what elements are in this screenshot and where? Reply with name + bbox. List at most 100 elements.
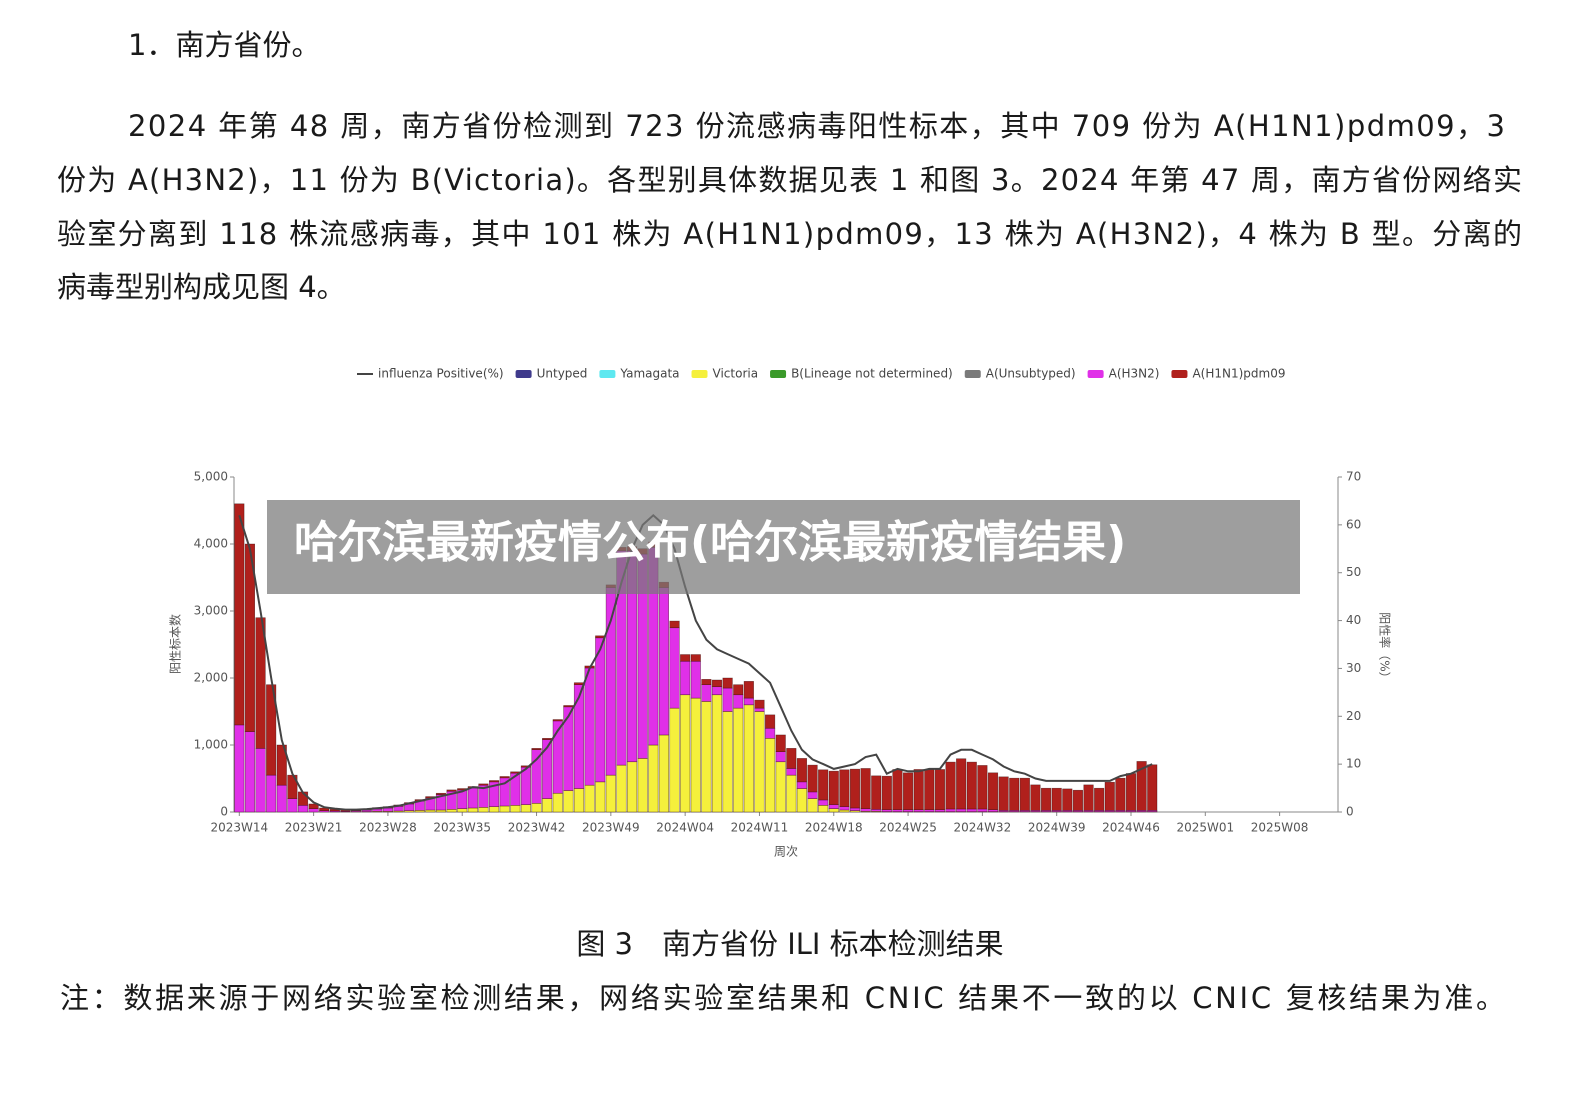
legend-swatch: [1087, 370, 1104, 378]
bar-segment: [701, 679, 712, 686]
bar-segment: [701, 684, 712, 702]
bar-segment: [266, 774, 277, 813]
bar-segment: [658, 587, 670, 736]
bar-segment: [520, 765, 532, 768]
x-tick-label: 2025W01: [1176, 821, 1234, 835]
bar-segment: [605, 774, 616, 813]
bar-segment: [1083, 784, 1094, 811]
y2-axis-title: 阳性率（%）: [1378, 612, 1393, 683]
bar-segment: [520, 766, 532, 805]
bar-segment: [266, 684, 277, 776]
bar-segment: [234, 724, 245, 813]
bar-segment: [499, 805, 510, 813]
bar-segment: [711, 679, 723, 688]
bar-segment: [658, 734, 670, 813]
bar-segment: [871, 775, 882, 810]
bar-segment: [924, 769, 935, 810]
bar-segment: [956, 808, 967, 812]
bar-segment: [1019, 777, 1030, 811]
x-tick-label: 2024W04: [656, 821, 714, 835]
bar-segment: [839, 769, 850, 807]
bar-segment: [807, 791, 818, 799]
paragraph-line: 份为 A(H3N2)，11 份为 B(Victoria)。各型别具体数据见表 1…: [57, 163, 1522, 197]
bar-segment: [902, 809, 914, 812]
legend-label: B(Lineage not determined): [791, 367, 953, 381]
bar-segment: [881, 809, 892, 812]
legend-swatch: [964, 370, 981, 378]
bar-segment: [1136, 761, 1147, 811]
bar-segment: [807, 798, 818, 813]
x-tick-label: 2023W14: [210, 821, 268, 835]
x-tick-label: 2024W32: [954, 821, 1012, 835]
y-tick-label: 2,000: [194, 671, 228, 685]
bar-segment: [457, 808, 468, 813]
bar-segment: [1041, 787, 1052, 811]
bar-segment: [796, 788, 808, 813]
bar-segment: [488, 806, 500, 813]
y2-tick-label: 50: [1346, 565, 1361, 579]
x-tick-label: 2023W42: [508, 821, 566, 835]
bar-segment: [680, 694, 691, 813]
bar-segment: [488, 780, 500, 783]
bar-segment: [573, 682, 585, 686]
x-tick-label: 2024W39: [1028, 821, 1086, 835]
bar-segment: [743, 697, 754, 706]
bar-segment: [828, 808, 839, 813]
legend-label: A(H3N2): [1109, 367, 1160, 381]
heading: 1．南方省份。: [128, 28, 320, 62]
bar-segment: [807, 764, 818, 793]
paragraph-line: 验室分离到 118 株流感病毒，其中 101 株为 A(H1N1)pdm09，1…: [57, 217, 1522, 251]
bar-segment: [690, 697, 701, 813]
bar-segment: [552, 719, 563, 722]
x-tick-label: 2023W21: [285, 821, 343, 835]
bar-segment: [945, 761, 956, 810]
bar-segment: [881, 775, 892, 810]
bar-segment: [1147, 764, 1158, 811]
figure-caption: 图 3 南方省份 ILI 标本检测结果: [576, 927, 1003, 961]
bar-segment: [786, 768, 797, 776]
bar-segment: [977, 808, 988, 812]
bar-segment: [531, 802, 542, 813]
y-axis-title: 阳性标本数: [168, 614, 183, 674]
bar-segment: [276, 744, 287, 786]
bar-segment: [308, 808, 319, 813]
y-tick-label: 1,000: [194, 738, 228, 752]
bar-segment: [637, 758, 648, 813]
legend-label: A(Unsubtyped): [986, 367, 1076, 381]
bar-segment: [595, 781, 606, 813]
bar-segment: [754, 711, 765, 813]
bar-segment: [467, 787, 478, 809]
bar-segment: [733, 684, 744, 696]
bar-segment: [956, 758, 967, 810]
bar-segment: [796, 758, 808, 783]
legend-swatch: [1171, 370, 1188, 378]
bar-segment: [276, 784, 287, 813]
bar-segment: [680, 654, 691, 662]
bar-segment: [1125, 773, 1137, 811]
chart: 周次 阳性标本数 阳性率（%） 0 1,000 2,000 3,000 4,000 5,0…: [168, 367, 1393, 859]
bar-segment: [711, 694, 723, 813]
bar-segment: [977, 765, 988, 810]
bar-segment: [1062, 788, 1073, 811]
bar-segment: [754, 707, 765, 712]
bar-segment: [563, 790, 574, 813]
bar-segment: [764, 714, 776, 729]
bar-segment: [860, 768, 871, 809]
bar-segment: [934, 809, 946, 812]
bar-segment: [584, 784, 595, 813]
bar-segment: [902, 772, 914, 810]
paragraph-line: 病毒型别构成见图 4。: [57, 270, 346, 304]
bar-segment: [701, 701, 712, 813]
bar-segment: [892, 809, 903, 812]
bar-segment: [435, 792, 447, 795]
legend-swatch: [515, 370, 532, 378]
bar-segment: [849, 807, 861, 811]
x-tick-label: 2023W28: [359, 821, 417, 835]
bar-segment: [446, 809, 457, 813]
bar-segment: [998, 776, 1009, 811]
legend-label: Untyped: [537, 367, 588, 381]
bar-segment: [467, 807, 478, 813]
bar-segment: [616, 764, 627, 813]
bar-segment: [531, 748, 542, 750]
